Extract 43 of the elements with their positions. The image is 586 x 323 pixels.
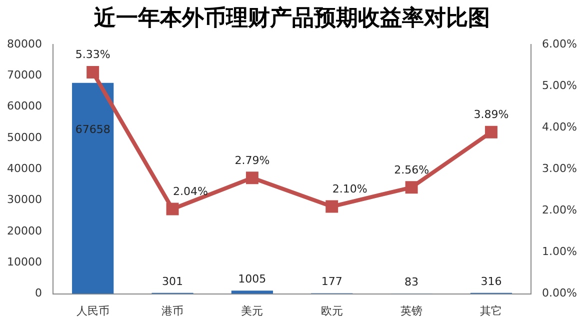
point (166, 202, 179, 216)
x-tick-label: 其它 (480, 304, 502, 318)
point (86, 66, 100, 78)
y2-tick-label: 2.00% (542, 204, 578, 217)
x-tick-label: 英镑 (400, 304, 423, 318)
x-tick-label: 港币 (162, 304, 184, 318)
bar (231, 290, 273, 294)
point (246, 172, 258, 184)
y-tick-label: 10000 (6, 255, 42, 268)
data-label: 2.79% (234, 154, 270, 167)
data-label: 3.89% (474, 108, 509, 122)
y2-tick-label: 3.00% (542, 162, 578, 175)
y2-tick-label: 1.00% (542, 245, 578, 258)
y-tick-label: 20000 (6, 224, 42, 238)
chart-title: 近一年本外币理财产品预期收益率对比图 (93, 4, 490, 31)
point (326, 200, 338, 213)
data-label: 2.56% (394, 163, 430, 176)
data-label: 5.33% (75, 48, 110, 62)
data-label: 2.04% (173, 185, 208, 198)
data-label: 2.10% (332, 182, 368, 196)
x-tick-label: 美元 (241, 304, 264, 318)
y-tick-label: 60000 (6, 100, 42, 113)
data-label: 301 (162, 274, 184, 288)
point (405, 181, 418, 194)
y-tick-label: 80000 (6, 37, 42, 50)
y2-tick-label: 5.00% (542, 78, 578, 92)
y-tick-label: 40000 (6, 162, 42, 175)
data-label: 83 (404, 276, 419, 289)
y-tick-label: 50000 (6, 130, 42, 144)
data-label: 316 (480, 274, 502, 288)
y2-tick-label: 0.00% (542, 286, 578, 300)
data-label: 177 (321, 275, 342, 288)
y-tick-label: 30000 (6, 193, 42, 206)
bar (72, 82, 114, 294)
y-tick-label: 0 (34, 286, 42, 300)
point (484, 126, 498, 138)
y-tick-label: 70000 (6, 68, 42, 82)
x-tick-label: 欧元 (320, 304, 343, 318)
y2-tick-label: 4.00% (542, 120, 578, 134)
x-tick-label: 人民币 (76, 304, 110, 318)
y2-tick-label: 6.00% (542, 37, 578, 50)
data-label: 67658 (75, 122, 110, 136)
data-label: 1005 (238, 272, 266, 286)
